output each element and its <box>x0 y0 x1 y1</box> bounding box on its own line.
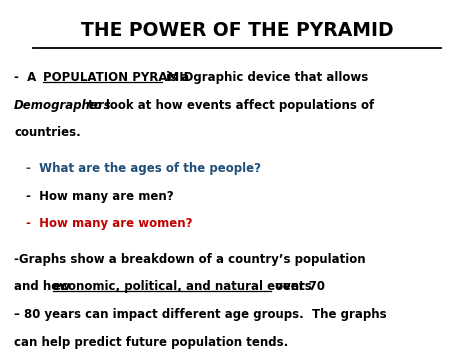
Text: to look at how events affect populations of: to look at how events affect populations… <box>84 99 374 112</box>
Text: countries.: countries. <box>14 126 81 140</box>
Text: – 80 years can impact different age groups.  The graphs: – 80 years can impact different age grou… <box>14 308 387 321</box>
Text: and how: and how <box>14 280 74 294</box>
Text: economic, political, and natural events: economic, political, and natural events <box>53 280 312 294</box>
Text: -  What are the ages of the people?: - What are the ages of the people? <box>26 162 261 175</box>
Text: -  How many are women?: - How many are women? <box>26 217 192 230</box>
Text: -  A: - A <box>14 71 41 84</box>
Text: THE POWER OF THE PYRAMID: THE POWER OF THE PYRAMID <box>81 21 393 40</box>
Text: -Graphs show a breakdown of a country’s population: -Graphs show a breakdown of a country’s … <box>14 253 366 266</box>
Text: -  How many are men?: - How many are men? <box>26 190 173 203</box>
Text: POPULATION PYRAMID: POPULATION PYRAMID <box>43 71 193 84</box>
Text: is a graphic device that allows: is a graphic device that allows <box>162 71 368 84</box>
Text: Demographers: Demographers <box>14 99 112 112</box>
Text: over 70: over 70 <box>271 280 325 294</box>
Text: can help predict future population tends.: can help predict future population tends… <box>14 336 289 349</box>
